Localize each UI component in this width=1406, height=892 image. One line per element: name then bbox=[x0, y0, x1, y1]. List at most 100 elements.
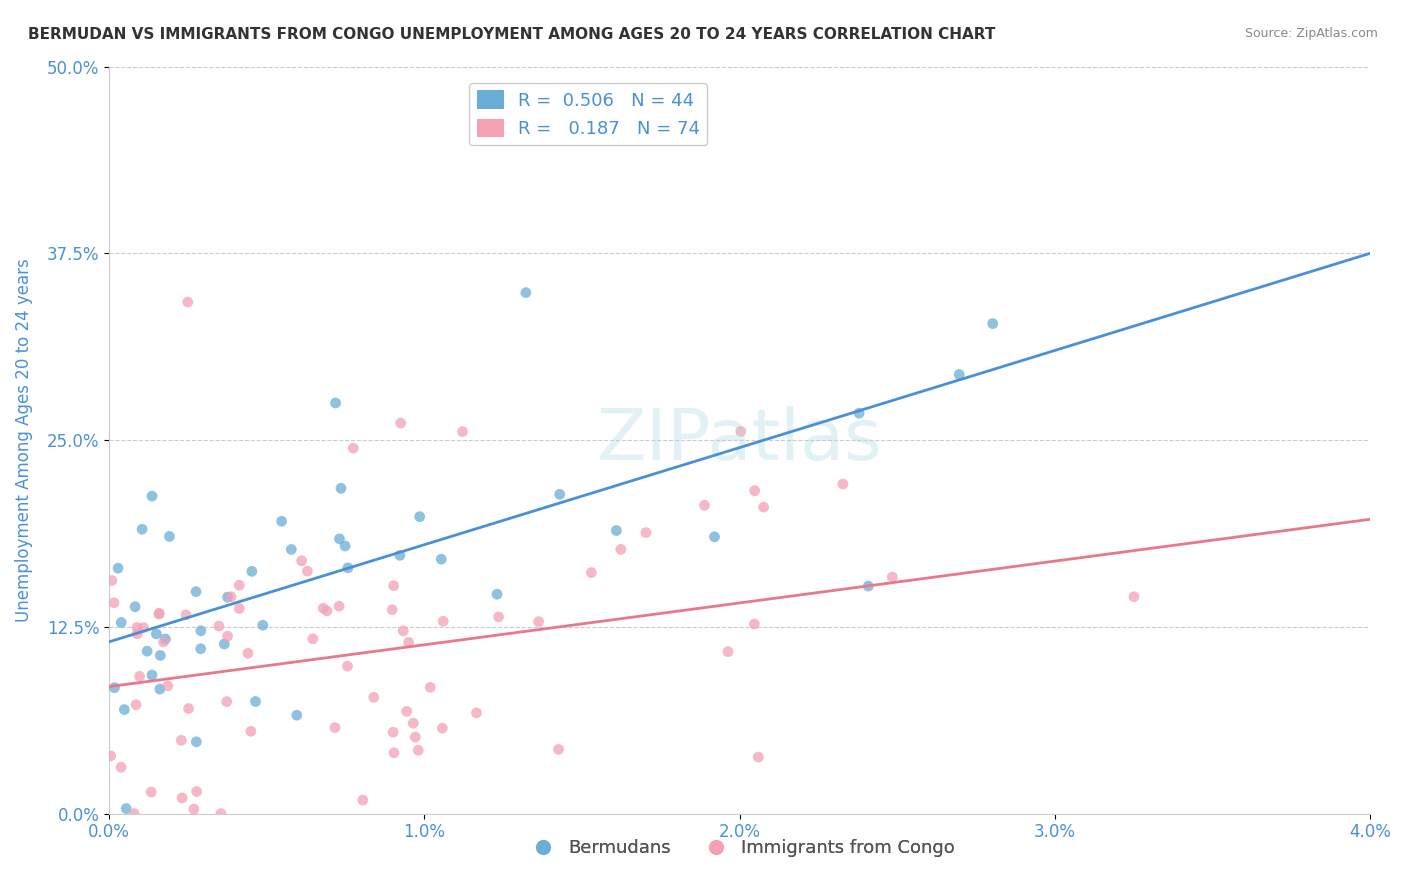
Point bbox=[107, 561, 129, 575]
Point bbox=[744, 617, 766, 632]
Point bbox=[172, 791, 194, 805]
Point bbox=[112, 703, 135, 717]
Point bbox=[752, 500, 775, 515]
Point bbox=[228, 578, 250, 592]
Point bbox=[132, 621, 155, 635]
Point bbox=[717, 645, 740, 659]
Point bbox=[186, 735, 208, 749]
Point bbox=[328, 599, 350, 614]
Point bbox=[882, 570, 904, 584]
Point bbox=[388, 549, 411, 563]
Point bbox=[381, 603, 404, 617]
Point bbox=[693, 498, 716, 512]
Point bbox=[297, 564, 319, 578]
Point bbox=[239, 724, 262, 739]
Point bbox=[156, 679, 179, 693]
Point bbox=[149, 648, 172, 663]
Point bbox=[183, 802, 205, 816]
Point bbox=[488, 610, 510, 624]
Point bbox=[406, 743, 429, 757]
Point bbox=[186, 784, 208, 798]
Point bbox=[270, 514, 292, 528]
Point bbox=[395, 705, 418, 719]
Point bbox=[240, 564, 263, 578]
Point bbox=[214, 637, 236, 651]
Point bbox=[382, 725, 405, 739]
Point bbox=[128, 669, 150, 683]
Point bbox=[605, 524, 627, 538]
Point bbox=[155, 632, 177, 646]
Point bbox=[245, 694, 267, 708]
Point bbox=[333, 539, 356, 553]
Point bbox=[336, 659, 359, 673]
Point bbox=[981, 317, 1004, 331]
Point bbox=[730, 425, 752, 439]
Legend: Bermudans, Immigrants from Congo: Bermudans, Immigrants from Congo bbox=[517, 832, 962, 864]
Point bbox=[402, 716, 425, 731]
Point bbox=[581, 566, 603, 580]
Point bbox=[527, 615, 550, 629]
Point bbox=[100, 748, 122, 763]
Point bbox=[832, 477, 855, 491]
Point bbox=[127, 627, 149, 641]
Point bbox=[336, 561, 359, 575]
Point bbox=[312, 601, 335, 615]
Point bbox=[141, 489, 163, 503]
Point bbox=[103, 596, 125, 610]
Point bbox=[486, 587, 509, 601]
Point bbox=[1123, 590, 1146, 604]
Point bbox=[323, 721, 346, 735]
Point bbox=[190, 641, 212, 656]
Point bbox=[103, 681, 125, 695]
Point bbox=[382, 579, 405, 593]
Point bbox=[228, 601, 250, 615]
Point bbox=[174, 607, 197, 622]
Point bbox=[208, 619, 231, 633]
Point bbox=[110, 615, 132, 630]
Point bbox=[110, 760, 132, 774]
Point bbox=[177, 295, 200, 310]
Point bbox=[858, 579, 880, 593]
Point bbox=[219, 590, 242, 604]
Point bbox=[634, 525, 657, 540]
Point bbox=[217, 629, 239, 643]
Text: ZIPatlas: ZIPatlas bbox=[596, 406, 883, 475]
Point bbox=[285, 708, 308, 723]
Point bbox=[389, 416, 412, 430]
Point bbox=[330, 481, 353, 495]
Point bbox=[404, 730, 426, 744]
Text: BERMUDAN VS IMMIGRANTS FROM CONGO UNEMPLOYMENT AMONG AGES 20 TO 24 YEARS CORRELA: BERMUDAN VS IMMIGRANTS FROM CONGO UNEMPL… bbox=[28, 27, 995, 42]
Point bbox=[149, 682, 172, 697]
Point bbox=[177, 701, 200, 715]
Point bbox=[432, 721, 454, 735]
Point bbox=[515, 285, 537, 300]
Point bbox=[342, 441, 364, 455]
Point bbox=[948, 368, 970, 382]
Point bbox=[419, 681, 441, 695]
Point bbox=[703, 530, 725, 544]
Point bbox=[215, 695, 238, 709]
Point bbox=[125, 698, 148, 712]
Point bbox=[430, 552, 453, 566]
Point bbox=[352, 793, 374, 807]
Point bbox=[152, 635, 174, 649]
Point bbox=[124, 599, 146, 614]
Point bbox=[409, 509, 432, 524]
Point bbox=[122, 806, 145, 821]
Point bbox=[209, 806, 232, 821]
Point bbox=[328, 532, 350, 546]
Point bbox=[548, 487, 571, 501]
Point bbox=[744, 483, 766, 498]
Point bbox=[848, 406, 870, 420]
Point bbox=[148, 607, 170, 621]
Point bbox=[252, 618, 274, 632]
Point bbox=[301, 632, 323, 646]
Point bbox=[125, 620, 148, 634]
Point bbox=[382, 746, 405, 760]
Point bbox=[451, 425, 474, 439]
Point bbox=[291, 554, 314, 568]
Point bbox=[159, 529, 181, 543]
Point bbox=[432, 614, 454, 628]
Point bbox=[392, 624, 415, 638]
Point bbox=[316, 604, 339, 618]
